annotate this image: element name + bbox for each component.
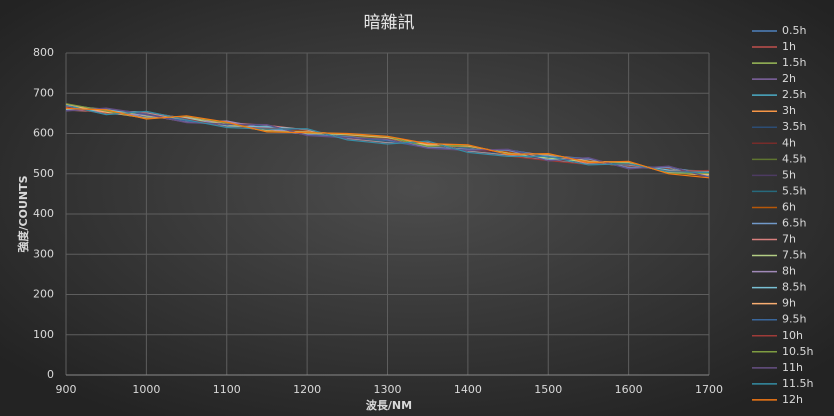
legend-label: 4h xyxy=(782,136,796,149)
chart-title: 暗雜訊 xyxy=(364,13,415,33)
y-tick-label: 500 xyxy=(33,167,54,180)
legend-label: 0.5h xyxy=(782,24,806,37)
legend-label: 9.5h xyxy=(782,313,806,326)
legend-label: 2h xyxy=(782,72,796,85)
legend-label: 5.5h xyxy=(782,184,806,197)
legend-label: 3h xyxy=(782,104,796,117)
x-tick-label: 1200 xyxy=(293,383,321,396)
x-axis-title: 波長/NM xyxy=(366,398,412,412)
legend-label: 8.5h xyxy=(782,281,806,294)
legend-label: 11h xyxy=(782,361,803,374)
legend-label: 1.5h xyxy=(782,56,806,69)
legend-label: 6h xyxy=(782,200,796,213)
legend-label: 6.5h xyxy=(782,216,806,229)
x-tick-label: 1300 xyxy=(374,383,402,396)
x-tick-label: 1500 xyxy=(534,383,562,396)
y-tick-label: 0 xyxy=(47,368,54,381)
y-tick-label: 400 xyxy=(33,207,54,220)
series-line xyxy=(65,107,710,179)
y-tick-label: 700 xyxy=(33,86,54,99)
series-line xyxy=(65,107,710,178)
legend-label: 9h xyxy=(782,297,796,310)
legend-label: 10.5h xyxy=(782,345,813,358)
x-tick-label: 1400 xyxy=(454,383,482,396)
legend-label: 7.5h xyxy=(782,249,806,262)
legend-label: 10h xyxy=(782,329,803,342)
legend-label: 8h xyxy=(782,265,796,278)
y-axis-title: 強度/COUNTS xyxy=(16,175,30,252)
x-tick-label: 1600 xyxy=(615,383,643,396)
legend-label: 11.5h xyxy=(782,377,813,390)
x-tick-label: 1000 xyxy=(132,383,160,396)
legend-label: 4.5h xyxy=(782,152,806,165)
y-tick-label: 300 xyxy=(33,247,54,260)
y-tick-label: 200 xyxy=(33,288,54,301)
x-tick-label: 900 xyxy=(56,383,77,396)
y-tick-label: 100 xyxy=(33,328,54,341)
legend-label: 1h xyxy=(782,40,796,53)
legend-label: 3.5h xyxy=(782,120,806,133)
legend-label: 5h xyxy=(782,168,796,181)
y-tick-label: 600 xyxy=(33,127,54,140)
x-tick-label: 1700 xyxy=(695,383,723,396)
legend-label: 2.5h xyxy=(782,88,806,101)
y-tick-label: 800 xyxy=(33,46,54,59)
legend-label: 12h xyxy=(782,393,803,406)
legend-label: 7h xyxy=(782,233,796,246)
x-tick-label: 1100 xyxy=(213,383,241,396)
